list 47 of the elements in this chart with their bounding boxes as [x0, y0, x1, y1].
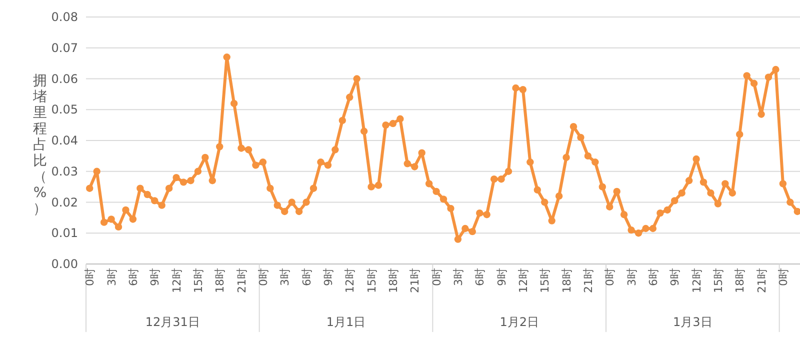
x-tick-label: 9时: [668, 268, 682, 286]
x-tick-label: 3时: [452, 268, 465, 286]
text: 拥堵里程占比（%）: [33, 73, 47, 217]
text: 1月2日: [500, 315, 539, 329]
x-tick-label: 6时: [300, 268, 314, 286]
x-tick-label: 12时: [344, 268, 357, 293]
x-tick-label: 18时: [734, 268, 747, 293]
x-tick-label: 6时: [126, 268, 140, 286]
x-tick-label: 15时: [192, 268, 205, 293]
text: 12月31日: [145, 315, 200, 329]
y-tick-label: 0.06: [51, 72, 78, 86]
x-tick-label: 0时: [430, 268, 444, 286]
x-tick-label: 21时: [582, 268, 595, 293]
x-tick-label: 3时: [278, 268, 292, 286]
x-tick-label: 18时: [386, 268, 400, 293]
x-tick-label: 15时: [365, 268, 378, 293]
x-tick-label: 3时: [105, 268, 118, 286]
x-tick-label: 3时: [625, 268, 638, 286]
x-tick-label: 0时: [256, 268, 270, 286]
text: 1月1日: [326, 315, 366, 329]
y-tick-label: 0.04: [51, 134, 78, 148]
x-tick-label: 9时: [495, 268, 508, 286]
x-tick-label: 6时: [474, 268, 487, 286]
x-tick-label: 12时: [690, 268, 704, 293]
y-tick-label: 0.05: [51, 102, 78, 117]
x-tick-label: 15时: [538, 268, 552, 293]
x-tick-label: 18时: [214, 268, 227, 293]
x-tick-label: 12时: [170, 268, 184, 293]
x-tick-label: 9时: [322, 268, 335, 286]
x-tick-label: 9时: [148, 268, 162, 286]
y-tick-label: 0.08: [51, 10, 78, 24]
x-tick-label: 21时: [235, 268, 248, 293]
y-tick-label: 0.03: [51, 164, 78, 178]
x-tick-label: 18时: [560, 268, 574, 293]
x-tick-label: 0时: [776, 268, 790, 286]
x-tick-label: 15时: [712, 268, 725, 293]
x-tick-label: 21时: [408, 268, 422, 293]
y-tick-label: 0.00: [51, 257, 78, 271]
y-tick-label: 0.01: [51, 226, 78, 240]
y-tick-label: 0.02: [51, 195, 78, 210]
x-tick-label: 12时: [516, 268, 530, 293]
x-tick-label: 0时: [84, 268, 97, 286]
x-tick-label: 6时: [646, 268, 660, 286]
x-tick-label: 21时: [755, 268, 768, 293]
x-tick-label: 0时: [604, 268, 617, 286]
y-tick-label: 0.07: [51, 40, 78, 55]
text: 1月3日: [673, 315, 712, 329]
